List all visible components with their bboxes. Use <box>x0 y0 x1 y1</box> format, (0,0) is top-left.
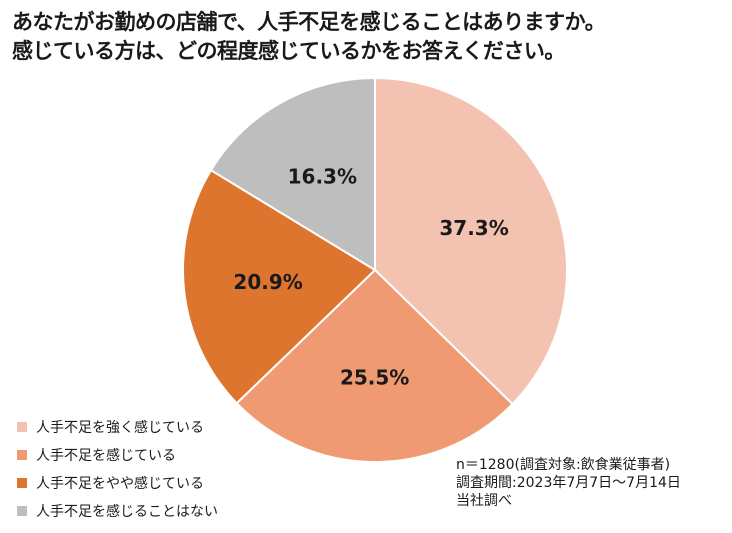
pie-slice <box>209 76 376 272</box>
pie-data-label: 25.5% <box>340 366 409 390</box>
sample-size-note: n＝1280(調査対象:飲食業従事者) <box>456 457 671 473</box>
chart-title: あなたがお勤めの店舗で、人手不足を感じることはありますか。 感じている方は、どの… <box>12 8 727 66</box>
pie-data-label: 16.3% <box>288 164 357 188</box>
legend-item: 人手不足をやや感じている <box>17 469 218 497</box>
legend-swatch <box>17 422 27 432</box>
pie-slice <box>182 168 377 405</box>
legend: 人手不足を強く感じている 人手不足を感じている 人手不足をやや感じている 人手不… <box>17 413 218 525</box>
legend-swatch <box>17 478 27 488</box>
legend-label: 人手不足を感じている <box>36 448 176 464</box>
legend-item: 人手不足を感じることはない <box>17 497 218 525</box>
pie-data-label: 37.3% <box>439 216 508 240</box>
pie-slice <box>235 268 514 463</box>
legend-label: 人手不足を強く感じている <box>36 420 204 436</box>
survey-period-note: 調査期間:2023年7月7日～7月14日 <box>456 475 681 491</box>
legend-item: 人手不足を強く感じている <box>17 413 218 441</box>
pie-slice <box>374 76 568 406</box>
pie-data-label: 20.9% <box>233 270 302 294</box>
source-note: 当社調べ <box>456 493 512 509</box>
chart-title-line-2: 感じている方は、どの程度感じているかをお答えください。 <box>12 39 565 63</box>
legend-swatch <box>17 450 27 460</box>
legend-label: 人手不足を感じることはない <box>36 504 218 520</box>
survey-note: n＝1280(調査対象:飲食業従事者) 調査期間:2023年7月7日～7月14日… <box>456 456 681 510</box>
legend-swatch <box>17 506 27 516</box>
legend-item: 人手不足を感じている <box>17 441 218 469</box>
chart-title-line-1: あなたがお勤めの店舗で、人手不足を感じることはありますか。 <box>12 10 606 34</box>
legend-label: 人手不足をやや感じている <box>36 476 204 492</box>
